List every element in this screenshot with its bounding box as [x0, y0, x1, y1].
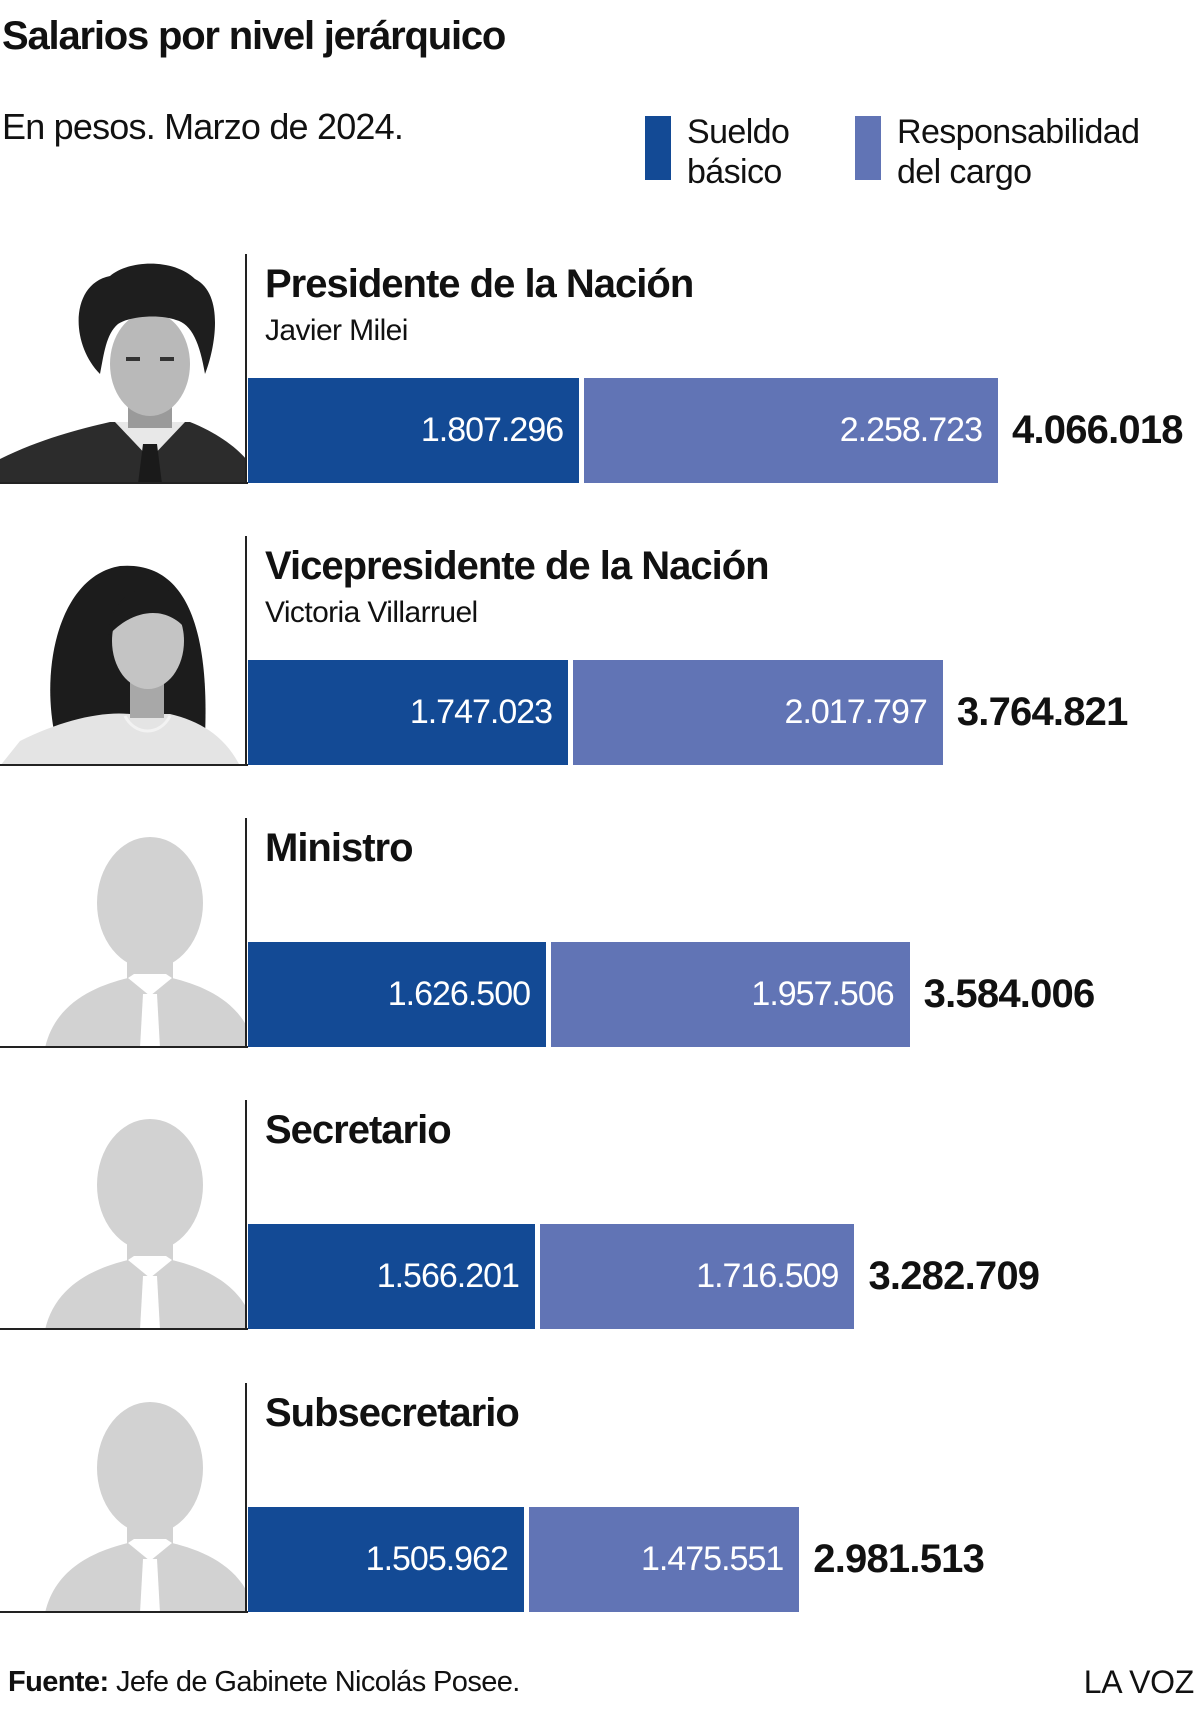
person-silhouette-icon: [0, 1383, 246, 1613]
bar-sueldo-basico: 1.505.962: [248, 1507, 524, 1612]
bar-total-label: 3.764.821: [956, 690, 1129, 734]
row-base-line: [0, 1328, 248, 1330]
legend-swatch-sueldo-basico: [645, 116, 671, 180]
bar-responsabilidad: 2.258.723: [584, 378, 998, 483]
row-title: Vicepresidente de la Nación: [265, 544, 770, 588]
chart-row: Presidente de la Nación Javier Milei 1.807…: [0, 254, 1200, 484]
legend-label-line: básico: [687, 153, 782, 191]
row-title: Secretario: [265, 1108, 452, 1152]
bar-responsabilidad: 2.017.797: [573, 660, 943, 765]
legend-label-responsabilidad: Responsabilidad del cargo: [897, 112, 1140, 192]
bar-total-label: 3.584.006: [923, 972, 1096, 1016]
source-text: Jefe de Gabinete Nicolás Posee.: [108, 1666, 520, 1698]
row-base-line: [0, 482, 248, 484]
row-person-name: Victoria Villarruel: [265, 596, 478, 629]
bar-sueldo-basico: 1.626.500: [248, 942, 547, 1047]
chart-subtitle: En pesos. Marzo de 2024.: [2, 106, 404, 147]
row-title: Subsecretario: [265, 1391, 520, 1435]
legend-label-line: del cargo: [897, 153, 1032, 191]
legend-label-line: Sueldo: [687, 113, 790, 151]
bar-total-label: 4.066.018: [1012, 408, 1184, 452]
source-note: Fuente: Jefe de Gabinete Nicolás Posee.: [8, 1666, 520, 1699]
row-axis-line: [245, 536, 247, 766]
chart-row: Secretario 1.566.201 1.716.509 3.282.709: [0, 1100, 1200, 1330]
row-axis-line: [245, 254, 247, 484]
bar-responsabilidad: 1.957.506: [551, 942, 910, 1047]
brand-logo: LA VOZ: [1083, 1664, 1195, 1700]
bar-sueldo-basico: 1.807.296: [248, 378, 580, 483]
bar-total-label: 3.282.709: [868, 1254, 1040, 1298]
legend-label-line: Responsabilidad: [897, 113, 1140, 151]
row-title: Presidente de la Nación: [265, 262, 694, 306]
row-axis-line: [245, 1100, 247, 1330]
bar-total-label: 2.981.513: [813, 1537, 985, 1581]
bar-sueldo-basico: 1.747.023: [248, 660, 569, 765]
source-label: Fuente:: [8, 1666, 109, 1698]
bar-responsabilidad: 1.475.551: [528, 1507, 800, 1612]
row-axis-line: [245, 818, 247, 1048]
bar-sueldo-basico: 1.566.201: [248, 1224, 535, 1329]
row-person-name: Javier Milei: [265, 314, 408, 347]
row-base-line: [0, 1046, 248, 1048]
row-axis-line: [245, 1383, 247, 1613]
man-photo-icon: [0, 254, 246, 484]
chart-title: Salarios por nivel jerárquico: [2, 14, 506, 58]
person-silhouette-icon: [0, 1100, 246, 1330]
row-base-line: [0, 1611, 248, 1613]
row-title: Ministro: [265, 826, 414, 870]
chart-row: Vicepresidente de la Nación Victoria Vill…: [0, 536, 1200, 766]
bar-responsabilidad: 1.716.509: [539, 1224, 855, 1329]
woman-photo-icon: [0, 536, 246, 766]
person-silhouette-icon: [0, 818, 246, 1048]
legend-swatch-responsabilidad: [855, 116, 881, 180]
legend-label-sueldo-basico: Sueldo básico: [687, 112, 790, 192]
chart-row: Subsecretario 1.505.962 1.475.551 2.981.513: [0, 1383, 1200, 1613]
row-base-line: [0, 764, 248, 766]
chart-row: Ministro 1.626.500 1.957.506 3.584.006: [0, 818, 1200, 1048]
